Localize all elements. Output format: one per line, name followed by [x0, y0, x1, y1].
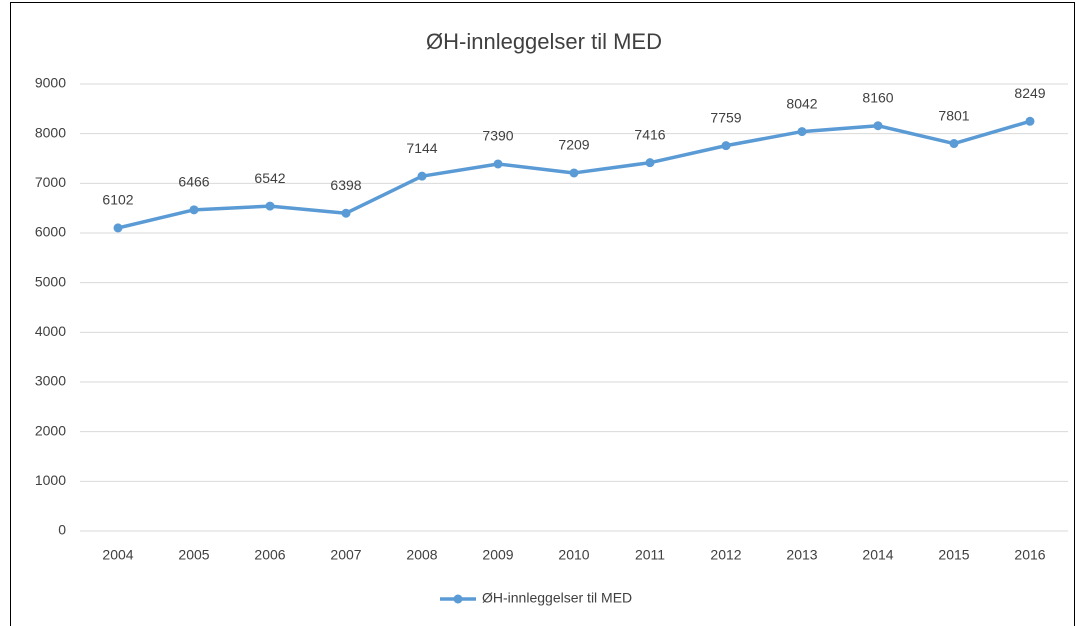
- data-label: 7144: [406, 140, 437, 156]
- data-label: 6102: [102, 192, 133, 208]
- data-point: [949, 139, 959, 149]
- data-label: 7801: [938, 107, 969, 123]
- x-tick-label: 2004: [102, 547, 133, 563]
- chart-border: [10, 2, 1075, 626]
- x-tick-label: 2006: [254, 547, 285, 563]
- y-tick-label: 3000: [35, 373, 66, 389]
- y-tick-label: 9000: [35, 75, 66, 91]
- y-tick-label: 5000: [35, 273, 66, 289]
- data-label: 7759: [710, 109, 741, 125]
- data-point: [341, 208, 351, 218]
- data-label: 6466: [178, 174, 209, 190]
- y-tick-label: 2000: [35, 422, 66, 438]
- x-tick-label: 2011: [635, 547, 665, 563]
- data-label: 6398: [330, 177, 361, 193]
- x-tick-label: 2013: [786, 547, 817, 563]
- x-tick-label: 2007: [330, 547, 361, 563]
- x-tick-label: 2014: [862, 547, 893, 563]
- data-label: 8042: [786, 95, 817, 111]
- data-point: [1025, 116, 1035, 126]
- data-label: 7390: [482, 128, 513, 144]
- data-point: [417, 171, 427, 181]
- data-label: 6542: [254, 170, 285, 186]
- x-tick-label: 2012: [710, 547, 741, 563]
- data-label: 8160: [862, 89, 893, 105]
- data-point: [265, 201, 275, 211]
- data-point: [113, 223, 123, 233]
- data-label: 8249: [1014, 85, 1045, 101]
- y-tick-label: 4000: [35, 323, 66, 339]
- legend-label: ØH-innleggelser til MED: [482, 590, 632, 606]
- data-label: 7416: [634, 126, 665, 142]
- y-tick-label: 7000: [35, 174, 66, 190]
- x-tick-label: 2008: [406, 547, 437, 563]
- y-tick-label: 0: [58, 522, 66, 538]
- legend-marker: [453, 594, 463, 604]
- y-tick-label: 6000: [35, 224, 66, 240]
- data-point: [493, 159, 503, 169]
- data-point: [189, 205, 199, 215]
- x-tick-label: 2005: [178, 547, 209, 563]
- data-point: [645, 158, 655, 168]
- data-point: [569, 168, 579, 178]
- y-tick-label: 8000: [35, 124, 66, 140]
- x-tick-label: 2016: [1014, 547, 1045, 563]
- data-label: 7209: [558, 137, 589, 153]
- y-tick-label: 1000: [35, 472, 66, 488]
- x-tick-label: 2010: [558, 547, 589, 563]
- data-point: [873, 121, 883, 131]
- x-tick-label: 2015: [938, 547, 969, 563]
- x-tick-label: 2009: [482, 547, 513, 563]
- data-point: [721, 141, 731, 151]
- data-point: [797, 127, 807, 137]
- chart-title: ØH-innleggelser til MED: [426, 29, 662, 54]
